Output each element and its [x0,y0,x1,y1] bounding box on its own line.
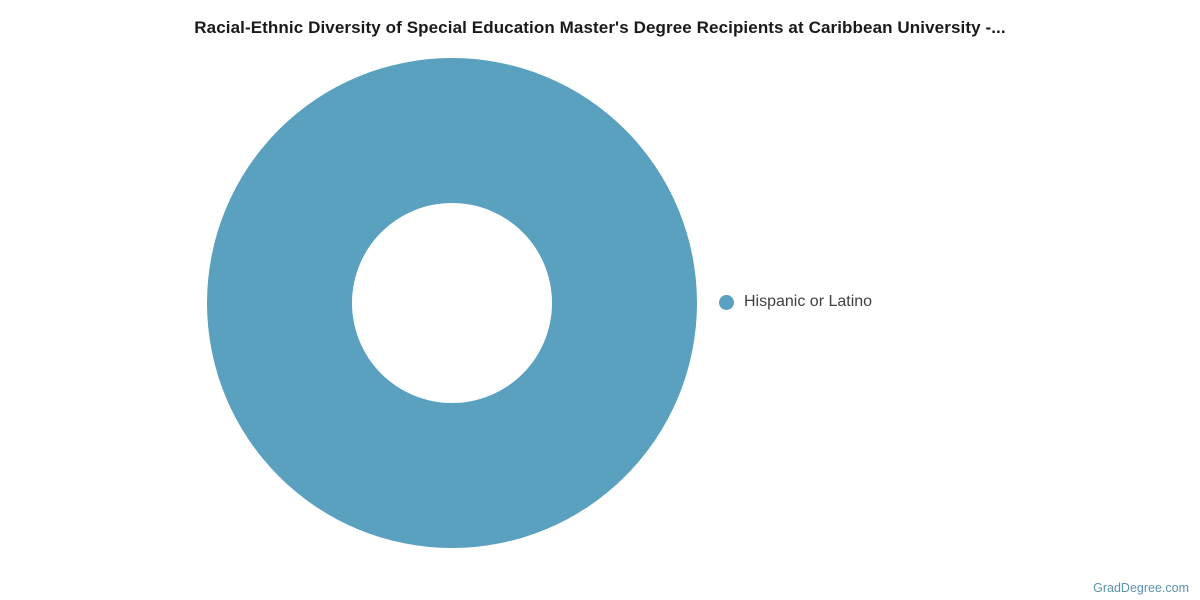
donut-chart[interactable] [207,58,697,548]
legend: Hispanic or Latino [719,293,872,311]
donut-hole [352,203,552,403]
chart-title: Racial-Ethnic Diversity of Special Educa… [194,18,1006,37]
watermark-link[interactable]: GradDegree.com [1093,581,1189,595]
legend-item-label: Hispanic or Latino [744,293,873,310]
legend-marker [719,294,734,310]
legend-item[interactable]: Hispanic or Latino [719,293,872,311]
